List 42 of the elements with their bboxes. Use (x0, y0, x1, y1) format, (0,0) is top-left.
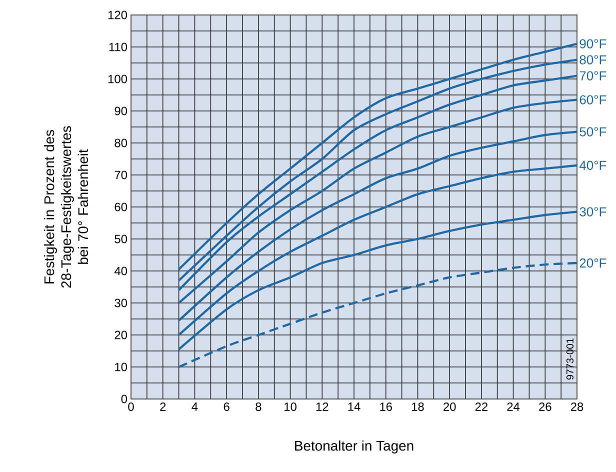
x-tick-label: 4 (192, 402, 198, 411)
x-tick-label: 0 (128, 402, 134, 411)
x-axis-title: Betonalter in Tagen (295, 440, 414, 454)
line-series (178, 98, 578, 304)
x-tick-label: 6 (224, 402, 230, 411)
x-tick-label: 10 (284, 402, 296, 411)
x-tick-label: 28 (570, 402, 584, 411)
x-tick-label: 12 (316, 402, 328, 411)
y-tick-label: 60 (114, 202, 128, 212)
y-tick-label: 100 (108, 74, 128, 84)
y-tick-label: 30 (114, 298, 128, 308)
y-tick-label: 90 (114, 106, 128, 116)
series-label: 70°F (580, 71, 606, 80)
line-series (178, 130, 578, 322)
y-tick-label: 80 (114, 138, 128, 148)
x-tick-label: 8 (256, 402, 262, 411)
series-label: 80°F (580, 55, 606, 64)
x-tick-label: 2 (160, 402, 166, 411)
annotation: 9773-001 (566, 338, 574, 380)
line-series (178, 164, 578, 336)
series-label: 30°F (580, 207, 606, 216)
x-tick-label: 24 (507, 402, 520, 411)
x-tick-label: 26 (539, 402, 552, 411)
series-label: 40°F (579, 160, 606, 170)
series-label: 60°F (580, 95, 606, 104)
series-label: 20°F (580, 258, 606, 268)
x-tick-label: 14 (348, 402, 360, 411)
y-tick-label: 40 (114, 266, 128, 276)
x-tick-label: 20 (444, 402, 456, 411)
y-tick-label: 110 (109, 42, 128, 52)
series-label: 90°F (580, 39, 606, 48)
y-tick-label: 0 (121, 394, 128, 404)
y-tick-label: 20 (114, 330, 128, 340)
x-tick-label: 18 (412, 402, 424, 411)
y-axis-title: Festigkeit in Prozent des 28-Tage-Festigkeitswertes bei 70° Fahrenheit (44, 126, 88, 288)
x-tick-label: 22 (475, 402, 488, 411)
y-tick-label: 70 (114, 170, 128, 180)
series-label: 50°F (580, 127, 606, 136)
y-tick-label: 10 (115, 362, 128, 372)
x-tick-label: 16 (380, 402, 392, 411)
y-tick-label: 50 (114, 234, 128, 244)
y-tick-label: 120 (108, 10, 128, 20)
